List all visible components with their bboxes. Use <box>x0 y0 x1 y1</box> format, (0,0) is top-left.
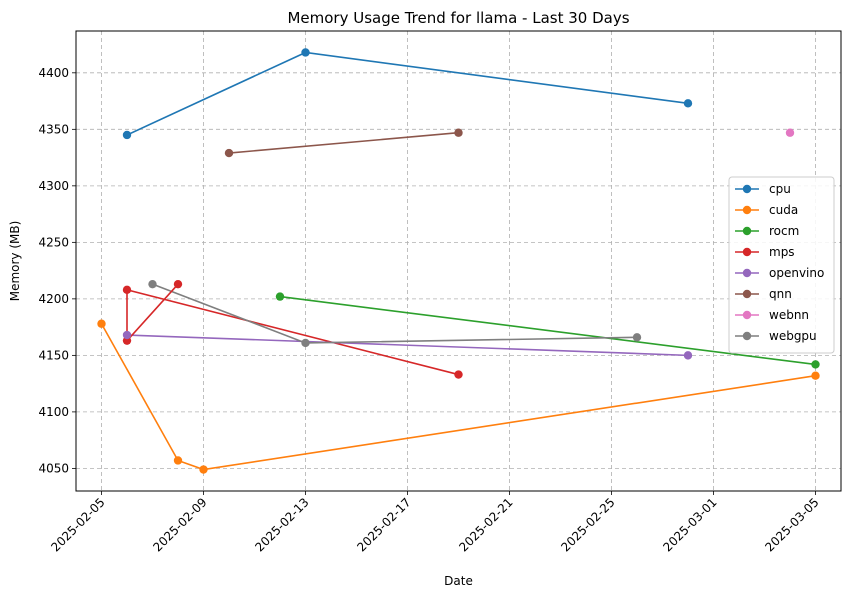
x-axis-label: Date <box>444 574 473 588</box>
y-tick-label: 4100 <box>38 405 69 419</box>
legend-label-cuda: cuda <box>769 203 798 217</box>
x-tick-label: 2025-02-21 <box>456 495 515 554</box>
x-tick-label: 2025-02-09 <box>150 495 209 554</box>
legend-label-webgpu: webgpu <box>769 329 817 343</box>
x-tick-label: 2025-03-05 <box>762 495 821 554</box>
series-line-mps <box>126 288 459 376</box>
data-point-cuda <box>97 319 106 328</box>
y-tick-label: 4400 <box>38 66 69 80</box>
legend-label-cpu: cpu <box>769 182 791 196</box>
data-point-cuda <box>811 371 820 380</box>
legend-marker-webgpu <box>742 331 752 341</box>
data-point-qnn <box>224 148 234 158</box>
data-point-qnn <box>454 128 463 137</box>
data-point-cuda <box>199 465 208 474</box>
plot-frame <box>75 30 842 492</box>
x-tick-label: 2025-02-05 <box>48 495 107 554</box>
legend-marker-rocm <box>742 226 752 236</box>
legend-label-mps: mps <box>769 245 795 259</box>
y-tick-label: 4050 <box>38 461 69 475</box>
data-point-mps <box>454 370 463 379</box>
grid-lines <box>76 31 841 491</box>
data-point-openvino <box>683 351 693 360</box>
legend-label-webnn: webnn <box>769 308 809 322</box>
legend-label-rocm: rocm <box>769 224 799 238</box>
legend-marker-mps <box>742 247 752 257</box>
data-point-cuda <box>173 456 183 465</box>
series-line-qnn <box>228 131 459 154</box>
data-point-webgpu <box>632 333 642 342</box>
legend: cpu cuda rocm mps openvino qnn webnn webgpu <box>728 176 835 354</box>
data-point-rocm <box>811 360 820 369</box>
y-tick-label: 4200 <box>38 292 69 306</box>
legend-marker-cpu <box>742 184 752 194</box>
plot-series <box>97 48 820 474</box>
x-tick-label: 2025-02-17 <box>354 495 413 554</box>
chart-title: Memory Usage Trend for llama - Last 30 D… <box>287 9 629 27</box>
data-point-mps <box>122 285 132 295</box>
data-point-webgpu <box>301 338 310 348</box>
y-tick-label: 4150 <box>38 348 69 362</box>
y-tick-label: 4250 <box>38 235 69 249</box>
series-line-webgpu <box>152 283 638 344</box>
legend-marker-webnn <box>742 310 752 320</box>
data-point-mps <box>173 279 183 289</box>
x-tick-label: 2025-02-13 <box>252 495 311 554</box>
legend-marker-openvino <box>742 268 752 278</box>
series-line-openvino <box>126 334 689 357</box>
y-tick-label: 4300 <box>38 179 69 193</box>
x-tick-label: 2025-02-25 <box>558 495 617 554</box>
x-tick-label: 2025-03-01 <box>660 495 719 554</box>
legend-label-openvino: openvino <box>769 266 824 280</box>
data-point-openvino <box>122 330 132 340</box>
data-point-rocm <box>275 292 285 301</box>
legend-box <box>728 176 835 354</box>
series-line-rocm <box>279 295 816 366</box>
data-point-cpu <box>683 99 693 108</box>
data-point-cpu <box>301 48 310 57</box>
series-line-cuda <box>100 323 816 471</box>
legend-marker-cuda <box>742 205 752 215</box>
legend-label-qnn: qnn <box>769 287 792 301</box>
y-axis-label: Memory (MB) <box>8 221 22 302</box>
data-point-cpu <box>122 130 132 140</box>
data-point-webgpu <box>148 279 157 289</box>
y-tick-label: 4350 <box>38 122 69 136</box>
data-point-webnn <box>785 128 795 137</box>
legend-marker-qnn <box>742 289 752 299</box>
series-line-mps <box>126 283 179 342</box>
axes: 2025-02-05 2025-02-09 2025-02-13 2025-02-17… <box>38 66 821 555</box>
